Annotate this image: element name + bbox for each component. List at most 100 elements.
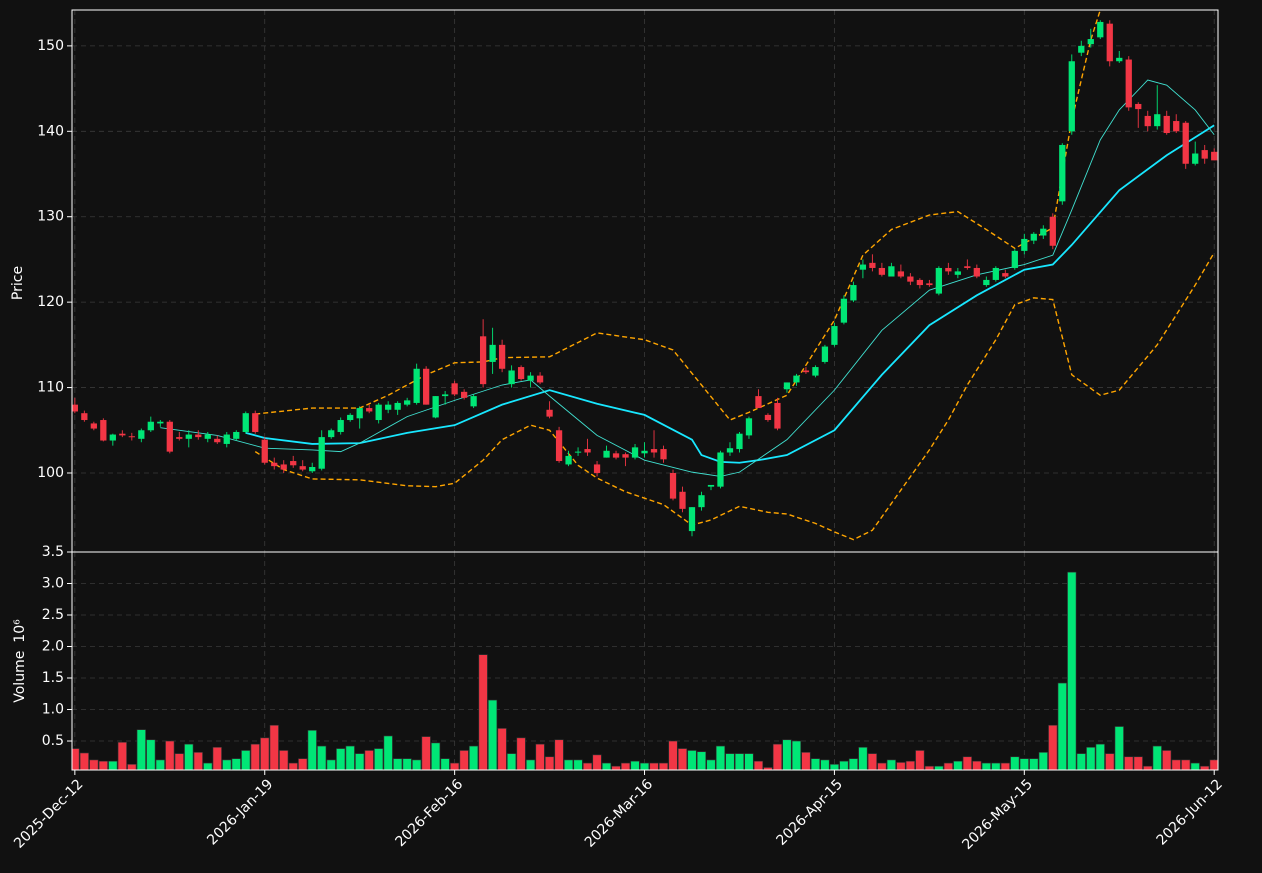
candle-body bbox=[1030, 233, 1037, 241]
volume-bar bbox=[1019, 758, 1029, 770]
candle-body bbox=[983, 279, 990, 286]
volume-bar bbox=[1181, 759, 1191, 770]
volume-bar bbox=[222, 759, 232, 770]
volume-bar bbox=[298, 758, 308, 770]
candle-body bbox=[869, 262, 876, 268]
volume-tick-label: 3.0 bbox=[42, 576, 64, 592]
volume-bar bbox=[573, 759, 583, 770]
candle-body bbox=[565, 455, 572, 465]
candle-body bbox=[954, 271, 961, 275]
candle-body bbox=[612, 453, 620, 458]
volume-bar bbox=[991, 762, 1001, 770]
candle-body bbox=[1049, 216, 1056, 246]
candle-body bbox=[290, 461, 297, 466]
candle-body bbox=[926, 283, 933, 286]
volume-bar bbox=[72, 748, 80, 770]
candle-body bbox=[1021, 238, 1028, 251]
volume-bar bbox=[905, 760, 915, 770]
volume-bar bbox=[867, 753, 877, 770]
volume-bar bbox=[231, 758, 241, 770]
volume-bar bbox=[269, 724, 279, 770]
candle-body bbox=[793, 375, 800, 383]
overlay-line bbox=[254, 252, 1215, 541]
volume-bar bbox=[554, 739, 564, 770]
volume-bar bbox=[241, 750, 251, 770]
candle-body bbox=[138, 430, 145, 439]
volume-bar bbox=[535, 743, 545, 770]
candle-body bbox=[916, 279, 924, 286]
candle-body bbox=[555, 430, 563, 462]
volume-label: Volume bbox=[12, 651, 28, 703]
volume-bar bbox=[174, 753, 184, 770]
candle-body bbox=[442, 394, 449, 397]
candle-body bbox=[451, 383, 458, 395]
candle-body bbox=[1068, 61, 1075, 132]
volume-bar bbox=[1152, 745, 1162, 770]
candle-body bbox=[147, 421, 154, 431]
candle-body bbox=[90, 423, 97, 429]
volume-bar bbox=[924, 765, 934, 770]
candle-body bbox=[81, 413, 88, 421]
candle-body bbox=[261, 439, 268, 463]
volume-bar bbox=[250, 743, 260, 770]
volume-bar bbox=[165, 740, 175, 770]
volume-bar bbox=[1190, 762, 1200, 770]
volume-bar bbox=[953, 760, 963, 770]
candle-body bbox=[366, 408, 373, 412]
volume-bar bbox=[687, 750, 697, 770]
volume-bar bbox=[260, 737, 270, 770]
candle-body bbox=[907, 276, 914, 282]
volume-tick-label: 1.5 bbox=[42, 670, 64, 686]
candle-body bbox=[233, 431, 240, 439]
volume-bar bbox=[801, 752, 811, 770]
y-tick-label: 110 bbox=[37, 380, 64, 396]
volume-bar bbox=[459, 750, 469, 770]
candle-body bbox=[546, 409, 553, 417]
candle-body bbox=[688, 507, 696, 532]
volume-bar bbox=[326, 759, 336, 770]
candle-body bbox=[679, 491, 686, 509]
candle-body bbox=[574, 451, 582, 453]
volume-bar bbox=[611, 765, 621, 770]
volume-bar bbox=[98, 760, 108, 770]
volume-tick-label: 0.5 bbox=[42, 733, 64, 749]
candle-body bbox=[299, 466, 306, 470]
volume-bar bbox=[630, 760, 640, 770]
candle-body bbox=[195, 434, 202, 438]
candle-body bbox=[1116, 57, 1123, 62]
volume-bar bbox=[1105, 753, 1115, 770]
candle-body bbox=[375, 404, 382, 421]
volume-bar bbox=[421, 736, 431, 770]
volume-bar bbox=[155, 759, 165, 770]
candle-body bbox=[745, 418, 753, 436]
volume-bar bbox=[582, 762, 593, 770]
volume-bar bbox=[1209, 759, 1218, 770]
volume-bar bbox=[981, 762, 991, 770]
volume-bar bbox=[592, 754, 602, 770]
candle-body bbox=[214, 438, 221, 443]
candle-body bbox=[878, 267, 886, 275]
volume-bar bbox=[1076, 753, 1086, 770]
volume-bar bbox=[307, 730, 317, 770]
candle-body bbox=[176, 437, 183, 439]
volume-bar bbox=[193, 752, 203, 770]
volume-bar bbox=[962, 756, 972, 770]
volume-bar bbox=[639, 762, 650, 770]
volume-bar bbox=[374, 748, 384, 770]
volume-bar bbox=[212, 747, 222, 770]
candle-body bbox=[1040, 228, 1047, 236]
volume-bar bbox=[108, 760, 118, 770]
volume-bar bbox=[972, 760, 982, 770]
candle-body bbox=[527, 375, 534, 381]
volume-bar bbox=[753, 760, 764, 770]
volume-bar bbox=[469, 745, 479, 770]
volume-bar bbox=[336, 748, 346, 770]
volume-scale: 10⁶ bbox=[12, 619, 28, 643]
volume-bar bbox=[279, 750, 289, 770]
candle-body bbox=[460, 391, 468, 398]
volume-bar bbox=[89, 759, 99, 770]
overlay-line bbox=[245, 124, 1215, 464]
candle-body bbox=[470, 396, 477, 407]
volume-bar bbox=[1143, 765, 1153, 770]
candle-body bbox=[1182, 122, 1189, 164]
